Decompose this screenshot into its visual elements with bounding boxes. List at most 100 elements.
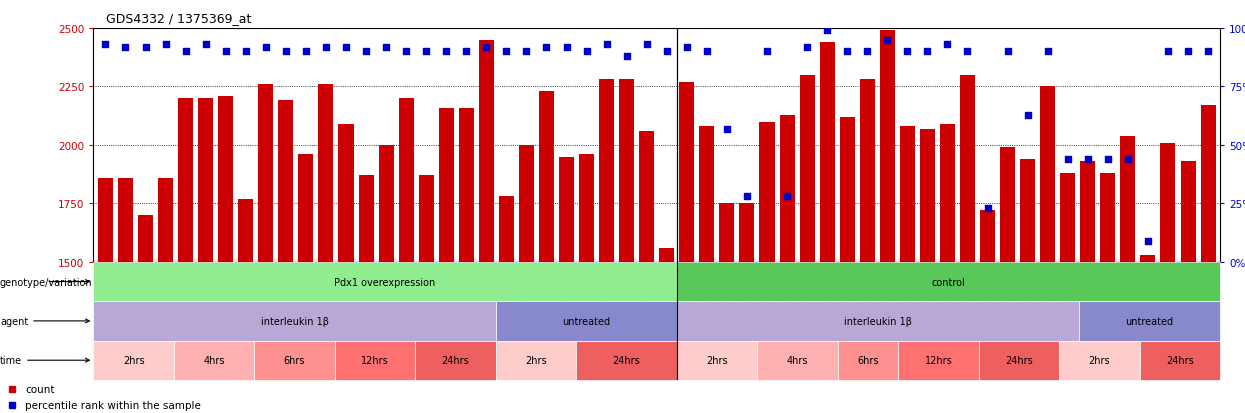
- Bar: [839, 118, 855, 262]
- Text: agent: agent: [0, 316, 90, 326]
- Text: 4hrs: 4hrs: [203, 355, 225, 366]
- Bar: [93, 262, 677, 301]
- Text: 2hrs: 2hrs: [706, 355, 728, 366]
- Bar: [258, 85, 274, 262]
- Bar: [1160, 143, 1175, 262]
- Point: [537, 44, 557, 51]
- Bar: [238, 199, 253, 262]
- Bar: [93, 341, 174, 380]
- Point: [176, 49, 195, 55]
- Bar: [1061, 173, 1076, 262]
- Bar: [960, 76, 975, 262]
- Bar: [920, 129, 935, 262]
- Bar: [398, 99, 413, 262]
- Text: interleukin 1β: interleukin 1β: [844, 316, 913, 326]
- Point: [477, 44, 497, 51]
- Point: [136, 44, 156, 51]
- Text: 24hrs: 24hrs: [442, 355, 469, 366]
- Bar: [700, 127, 715, 262]
- Point: [1058, 156, 1078, 163]
- Text: 24hrs: 24hrs: [1005, 355, 1033, 366]
- Bar: [677, 262, 1220, 301]
- Bar: [479, 40, 494, 262]
- Bar: [898, 341, 979, 380]
- Bar: [1200, 106, 1215, 262]
- Point: [1038, 49, 1058, 55]
- Point: [997, 49, 1017, 55]
- Point: [878, 37, 898, 44]
- Point: [1078, 156, 1098, 163]
- Bar: [1020, 159, 1035, 262]
- Bar: [496, 301, 677, 341]
- Bar: [559, 157, 574, 262]
- Text: 12hrs: 12hrs: [361, 355, 388, 366]
- Bar: [680, 83, 695, 262]
- Point: [797, 44, 817, 51]
- Point: [396, 49, 416, 55]
- Text: 2hrs: 2hrs: [1088, 355, 1111, 366]
- Text: genotype/variation: genotype/variation: [0, 277, 92, 287]
- Point: [898, 49, 918, 55]
- Point: [215, 49, 235, 55]
- Bar: [418, 176, 433, 262]
- Point: [316, 44, 336, 51]
- Point: [436, 49, 456, 55]
- Bar: [979, 341, 1059, 380]
- Bar: [416, 341, 496, 380]
- Bar: [279, 101, 294, 262]
- Bar: [1040, 87, 1056, 262]
- Point: [1118, 156, 1138, 163]
- Bar: [496, 341, 576, 380]
- Bar: [759, 122, 774, 262]
- Bar: [218, 97, 233, 262]
- Bar: [1101, 173, 1116, 262]
- Point: [255, 44, 275, 51]
- Bar: [900, 127, 915, 262]
- Bar: [339, 125, 354, 262]
- Point: [276, 49, 296, 55]
- Bar: [158, 178, 173, 262]
- Bar: [819, 43, 834, 262]
- Bar: [458, 108, 474, 262]
- Point: [657, 49, 677, 55]
- Bar: [1139, 341, 1220, 380]
- Text: time: time: [0, 355, 90, 366]
- Text: 4hrs: 4hrs: [787, 355, 808, 366]
- Point: [1017, 112, 1037, 119]
- Text: 24hrs: 24hrs: [613, 355, 640, 366]
- Point: [557, 44, 576, 51]
- Bar: [940, 125, 955, 262]
- Point: [596, 42, 616, 49]
- Point: [1178, 49, 1198, 55]
- Point: [737, 194, 757, 200]
- Text: 2hrs: 2hrs: [525, 355, 547, 366]
- Bar: [980, 211, 995, 262]
- Text: interleukin 1β: interleukin 1β: [260, 316, 329, 326]
- Bar: [639, 132, 654, 262]
- Point: [517, 49, 537, 55]
- Bar: [599, 80, 614, 262]
- Bar: [1140, 255, 1155, 262]
- Bar: [740, 204, 754, 262]
- Bar: [138, 216, 153, 262]
- Text: untreated: untreated: [1125, 316, 1174, 326]
- Bar: [178, 99, 193, 262]
- Point: [697, 49, 717, 55]
- Bar: [757, 341, 838, 380]
- Bar: [579, 155, 594, 262]
- Point: [858, 49, 878, 55]
- Text: untreated: untreated: [563, 316, 610, 326]
- Bar: [660, 248, 675, 262]
- Bar: [677, 301, 1079, 341]
- Bar: [118, 178, 133, 262]
- Text: 24hrs: 24hrs: [1167, 355, 1194, 366]
- Point: [296, 49, 316, 55]
- Text: Pdx1 overexpression: Pdx1 overexpression: [335, 277, 436, 287]
- Point: [616, 54, 636, 60]
- Point: [777, 194, 797, 200]
- Point: [957, 49, 977, 55]
- Bar: [319, 85, 334, 262]
- Bar: [198, 99, 213, 262]
- Bar: [519, 145, 534, 262]
- Point: [376, 44, 396, 51]
